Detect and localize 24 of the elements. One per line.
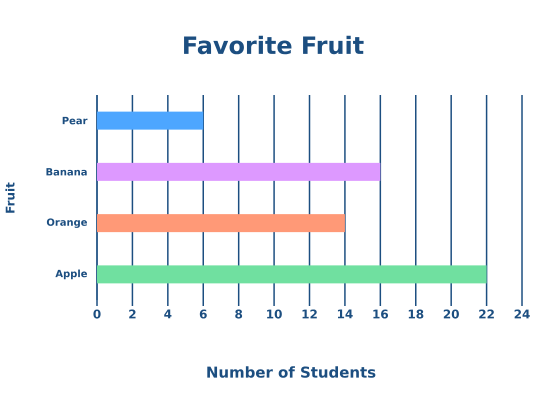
x-tick-label: 2 — [129, 310, 136, 318]
y-axis-title: Fruit — [5, 182, 15, 213]
y-tick-label: Apple — [55, 270, 88, 280]
x-tick-label: 14 — [338, 310, 353, 318]
x-tick-label: 16 — [373, 310, 388, 319]
x-axis-title: Number of Students — [207, 366, 376, 378]
x-tick-label: 10 — [267, 310, 282, 319]
bar — [97, 214, 345, 232]
bar — [97, 265, 487, 284]
y-tick-label: Pear — [62, 116, 88, 124]
x-tick-label: 22 — [479, 310, 494, 318]
x-tick-label: 8 — [235, 310, 242, 319]
x-tick-label: 6 — [200, 310, 207, 319]
y-tick-label: Banana — [46, 168, 87, 176]
x-tick-label: 4 — [164, 310, 172, 318]
x-tick-label: 12 — [302, 310, 317, 318]
chart-title: Favorite Fruit — [184, 36, 364, 54]
bar — [97, 162, 380, 181]
y-tick-label: Orange — [46, 218, 88, 228]
x-tick-label: 18 — [408, 310, 424, 319]
bar — [97, 112, 204, 130]
x-tick-label: 20 — [444, 310, 459, 319]
x-tick-label: 0 — [93, 310, 101, 319]
x-tick-label: 24 — [514, 310, 530, 318]
